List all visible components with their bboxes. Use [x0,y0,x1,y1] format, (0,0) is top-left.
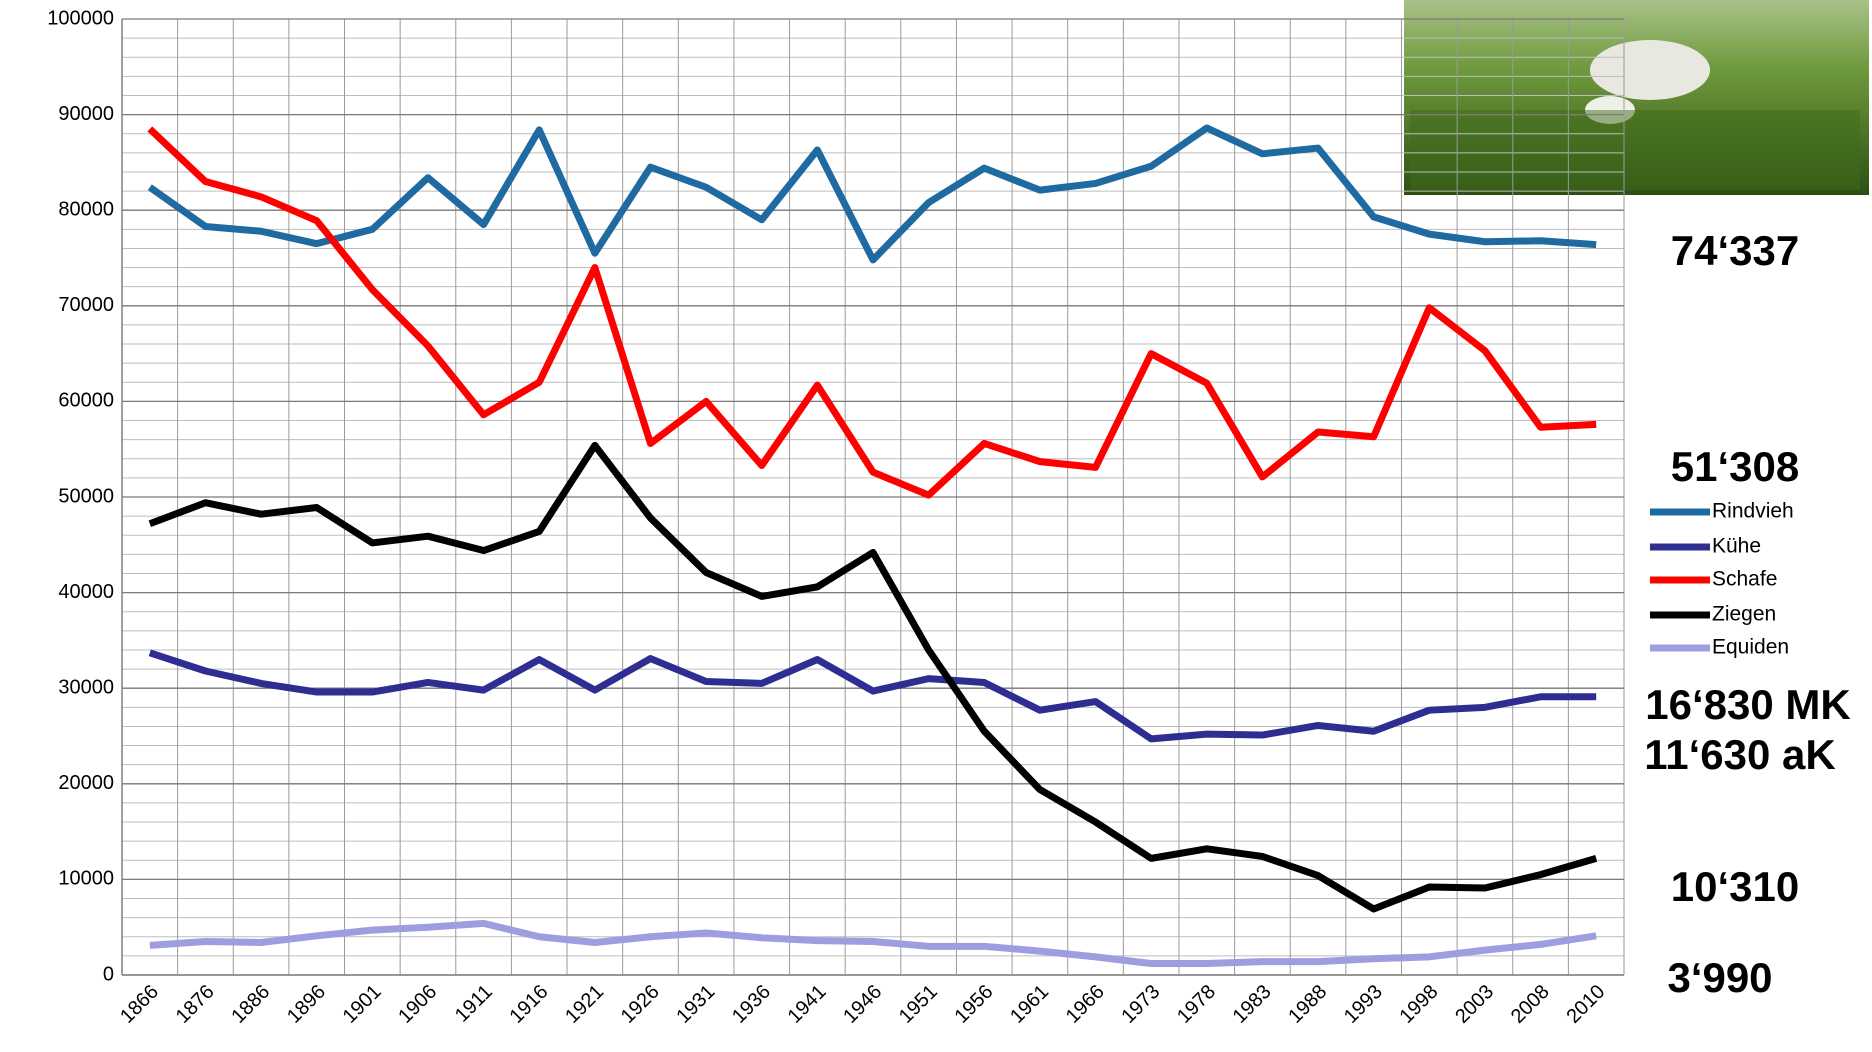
legend-label: Kühe [1712,535,1761,558]
grid [122,19,1624,975]
chart: 0 10000 20000 30000 40000 50000 60000 70000 8000… [0,0,1872,1052]
y-tick-label: 80000 [58,198,114,220]
y-tick-label: 30000 [58,676,114,698]
x-tick-label: 1941 [784,981,831,1028]
legend-label: Rindvieh [1712,500,1794,523]
series-line [150,445,1596,909]
y-tick-label: 90000 [58,103,114,125]
x-tick-label: 1916 [505,981,552,1028]
series-line [150,129,1596,495]
x-tick-label: 1921 [561,981,608,1028]
series-line [150,128,1596,260]
x-tick-label: 1961 [1006,981,1053,1028]
x-tick-label: 2003 [1451,981,1498,1028]
x-tick-label: 1911 [451,981,497,1027]
annotation: 10‘310 [1671,863,1799,910]
annotation: 74‘337 [1671,227,1799,274]
x-tick-label: 1946 [839,981,886,1028]
x-tick-label: 1901 [339,981,386,1028]
annotation: 51‘308 [1671,443,1799,490]
y-tick-label: 70000 [58,294,114,316]
x-tick-label: 1906 [394,981,441,1028]
x-tick-label: 1988 [1284,981,1331,1028]
x-tick-label: 2008 [1507,981,1554,1028]
annotation: 16‘830 MK [1645,681,1850,728]
x-tick-label: 1926 [617,981,664,1028]
series-line [150,923,1596,963]
y-tick-label: 50000 [58,485,114,507]
x-tick-label: 1978 [1173,981,1220,1028]
x-tick-label: 2010 [1562,981,1609,1028]
x-tick-label: 1866 [116,981,163,1028]
plot [150,128,1596,964]
x-tick-label: 1956 [951,981,998,1028]
legend-label: Ziegen [1712,603,1776,626]
x-tick-label: 1973 [1117,981,1164,1028]
photo [1404,0,1869,195]
y-tick-label: 0 [103,963,114,985]
legend-label: Schafe [1712,568,1777,591]
x-tick-label: 1876 [172,981,219,1028]
x-tick-label: 1983 [1229,981,1276,1028]
y-tick-label: 10000 [58,868,114,890]
x-tick-label: 1951 [895,981,942,1028]
x-tick-label: 1886 [227,981,274,1028]
y-tick-label: 100000 [47,7,114,29]
annotation: 11‘630 aK [1644,731,1836,778]
x-tick-label: 1936 [728,981,775,1028]
y-tick-label: 20000 [58,772,114,794]
y-tick-label: 40000 [58,581,114,603]
legend-label: Equiden [1712,636,1789,659]
y-tick-label: 60000 [58,390,114,412]
x-tick-label: 1896 [283,981,330,1028]
annotation: 3‘990 [1667,954,1772,1001]
x-tick-label: 1998 [1396,981,1443,1028]
x-tick-label: 1993 [1340,981,1387,1028]
x-tick-label: 1966 [1062,981,1109,1028]
x-tick-label: 1931 [672,981,719,1028]
